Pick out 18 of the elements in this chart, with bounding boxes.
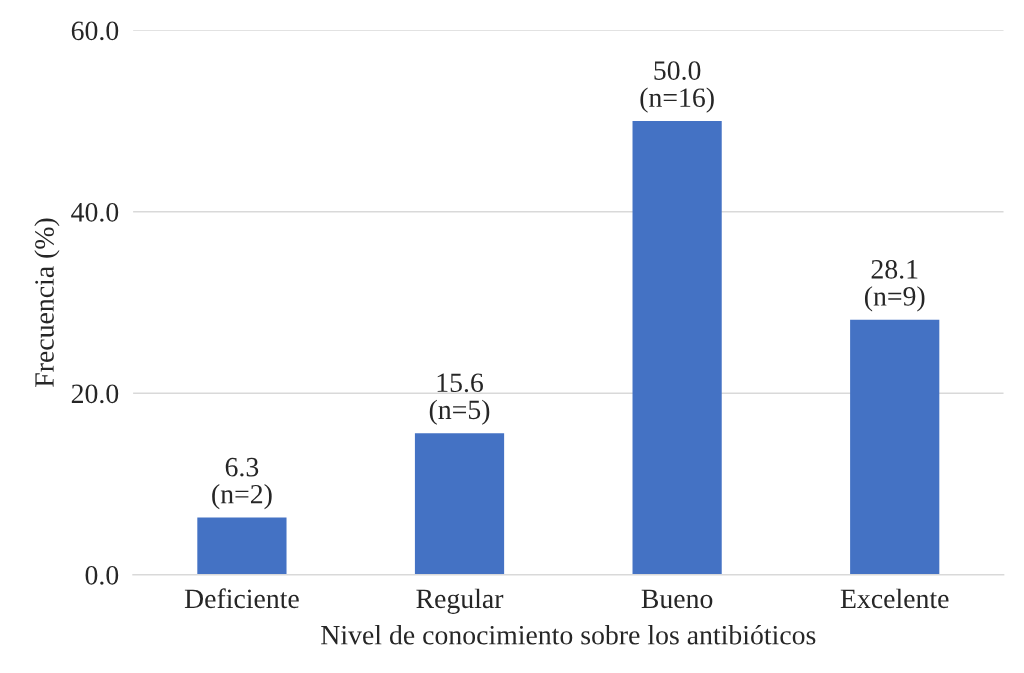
data-label: 6.3 (n=2) bbox=[212, 457, 272, 510]
bar bbox=[632, 121, 722, 575]
bar bbox=[850, 319, 940, 575]
x-tick-label: Deficiente bbox=[184, 588, 299, 609]
data-label: 28.1 (n=9) bbox=[864, 259, 925, 312]
data-label: 15.6 (n=5) bbox=[429, 373, 490, 425]
x-tick-label: Regular bbox=[416, 588, 504, 614]
data-label: 50.0 (n=16) bbox=[640, 61, 714, 113]
y-tick-label: 0.0 bbox=[85, 565, 119, 585]
x-axis-title: Nivel de conocimiento sobre los antibióticos bbox=[321, 624, 816, 645]
x-tick-label: Bueno bbox=[641, 589, 713, 609]
y-tick-label: 60.0 bbox=[71, 21, 119, 41]
bar bbox=[197, 517, 287, 575]
y-tick-label: 40.0 bbox=[71, 202, 119, 222]
bar bbox=[414, 433, 505, 575]
y-tick-label: 20.0 bbox=[71, 384, 119, 404]
x-tick-label: Excelente bbox=[840, 588, 949, 609]
y-axis-title: Frecuencia (%) bbox=[34, 218, 60, 387]
